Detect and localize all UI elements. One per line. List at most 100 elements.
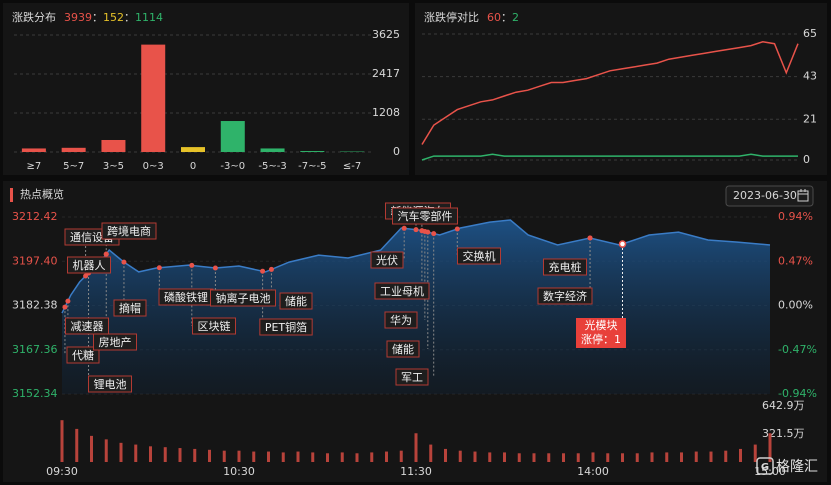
annotation: 充电桩: [543, 258, 587, 276]
annotation-box: [67, 256, 111, 274]
annotation-box: [386, 340, 420, 358]
y2-tick-label: 0.94%: [778, 210, 813, 223]
panel-title: 涨跌停对比: [424, 10, 479, 24]
annotation-label: 跨境电商: [107, 224, 151, 238]
x-tick-label: 10:30: [223, 465, 255, 478]
volume-bar: [547, 453, 551, 462]
x-tick-label: 5~7: [63, 161, 84, 172]
volume-bar: [75, 428, 79, 462]
limit-up-dot: [618, 240, 627, 248]
bar: [260, 148, 285, 152]
volume-tick-label: 642.9万: [762, 399, 805, 412]
date[interactable]: 2023-06-30: [733, 189, 797, 202]
separator: ：: [92, 11, 103, 24]
annotation: 磷酸铁锂: [158, 288, 214, 306]
annotation: 锂电池: [88, 375, 132, 393]
annotation-label: 数字经济: [543, 289, 587, 303]
summary-count: 1114: [135, 11, 163, 24]
x-tick-label: -7~-5: [298, 161, 326, 172]
anchor-dot: [268, 266, 274, 272]
annotation: PET铜箔: [259, 318, 313, 336]
volume-bar: [488, 452, 492, 462]
volume-bar: [370, 452, 374, 462]
anchor-dot: [260, 268, 266, 274]
annotation: 汽车零部件: [392, 207, 458, 225]
calendar-icon[interactable]: [797, 189, 809, 202]
y-tick-label: 3197.40: [12, 254, 58, 267]
anchor-dot: [454, 226, 460, 232]
annotation-label: 储能: [285, 294, 307, 308]
x-tick-label: 0~3: [143, 161, 164, 172]
annotation-label: 区块链: [198, 319, 231, 333]
annotation-label: 房地产: [99, 335, 132, 349]
annotation: 房地产: [93, 333, 137, 351]
y-tick-label: 43: [803, 70, 817, 83]
annotation-label: 充电桩: [549, 260, 582, 274]
volume-bar: [768, 433, 772, 462]
volume-bar: [326, 453, 329, 462]
watermark-logo: G: [756, 457, 774, 475]
annotation: 代糖: [66, 346, 100, 364]
date-picker[interactable]: [725, 185, 814, 207]
annotation-label: 华为: [390, 313, 412, 327]
annotation-box: [65, 317, 109, 335]
separator: ：: [501, 11, 512, 24]
y-tick-label: 21: [803, 112, 817, 125]
x-tick-label: 0: [190, 161, 196, 172]
volume-bar: [340, 452, 344, 462]
annotation-label: 交换机: [463, 249, 496, 263]
x-tick-label: ≤-7: [343, 161, 361, 172]
y-tick-label: 2417: [372, 67, 400, 80]
volume-bar: [60, 420, 64, 462]
volume-bar: [149, 446, 152, 462]
annotation-box: [88, 375, 132, 393]
anchor-dot: [419, 228, 425, 234]
annotation: 钠离子电池: [210, 289, 276, 307]
bar: [141, 44, 166, 152]
annotation-box: [113, 299, 147, 317]
x-tick-label: ≥7: [27, 161, 42, 172]
volume-bar: [753, 444, 757, 462]
annotation-box: [374, 282, 430, 300]
anchor-dot: [431, 231, 437, 237]
annotation-box: [192, 317, 236, 335]
anchor-dot: [121, 259, 127, 265]
volume-bar: [119, 442, 123, 462]
volume-bar: [739, 448, 742, 462]
y-tick-label: 0: [803, 153, 810, 166]
annotation: 储能: [279, 292, 313, 310]
annotation-box: [279, 292, 313, 310]
annotation-label: 摘帽: [119, 301, 141, 315]
anchor-dot: [401, 225, 407, 231]
limit-up-note: 涨停：1: [581, 332, 621, 346]
annotation-label: 锂电池: [94, 377, 127, 391]
volume-bar: [429, 444, 433, 462]
price-area: [62, 220, 770, 394]
anchor-dot: [62, 304, 68, 310]
volume-bar: [193, 448, 197, 462]
y2-tick-label: 0.00%: [778, 299, 813, 312]
annotation-label: 磷酸铁锂: [164, 290, 208, 304]
annotation-label: 钠离子电池: [216, 291, 271, 305]
annotation: 华为: [384, 311, 418, 329]
volume-bar: [252, 451, 256, 462]
title-marker: [10, 188, 13, 202]
annotation-box: [457, 247, 501, 265]
annotation-box: [384, 311, 418, 329]
volume-bar: [281, 452, 285, 462]
volume-bar: [650, 452, 654, 462]
volume-bar: [163, 447, 167, 462]
annotation-box: [93, 333, 137, 351]
volume-bar: [503, 452, 506, 462]
series-line: [421, 153, 798, 161]
annotation-label: 汽车零部件: [398, 209, 453, 223]
bar: [220, 121, 245, 152]
limit-up-box: [576, 318, 626, 348]
limit-up-label: 光模块: [585, 318, 618, 332]
annotation-label: 光伏: [376, 253, 398, 267]
volume-bar: [606, 453, 610, 462]
volume-bar: [621, 453, 624, 462]
annotation-label: 工业母机: [380, 284, 424, 298]
volume-bar: [296, 451, 300, 462]
bar: [300, 151, 325, 152]
